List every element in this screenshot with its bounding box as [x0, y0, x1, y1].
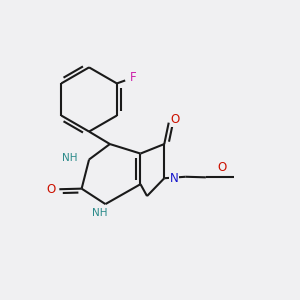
Text: NH: NH [62, 153, 78, 163]
Text: NH: NH [92, 208, 107, 218]
Text: F: F [130, 71, 136, 84]
Text: N: N [169, 172, 178, 185]
Text: O: O [171, 113, 180, 126]
Text: O: O [217, 161, 226, 174]
Text: O: O [46, 183, 56, 196]
